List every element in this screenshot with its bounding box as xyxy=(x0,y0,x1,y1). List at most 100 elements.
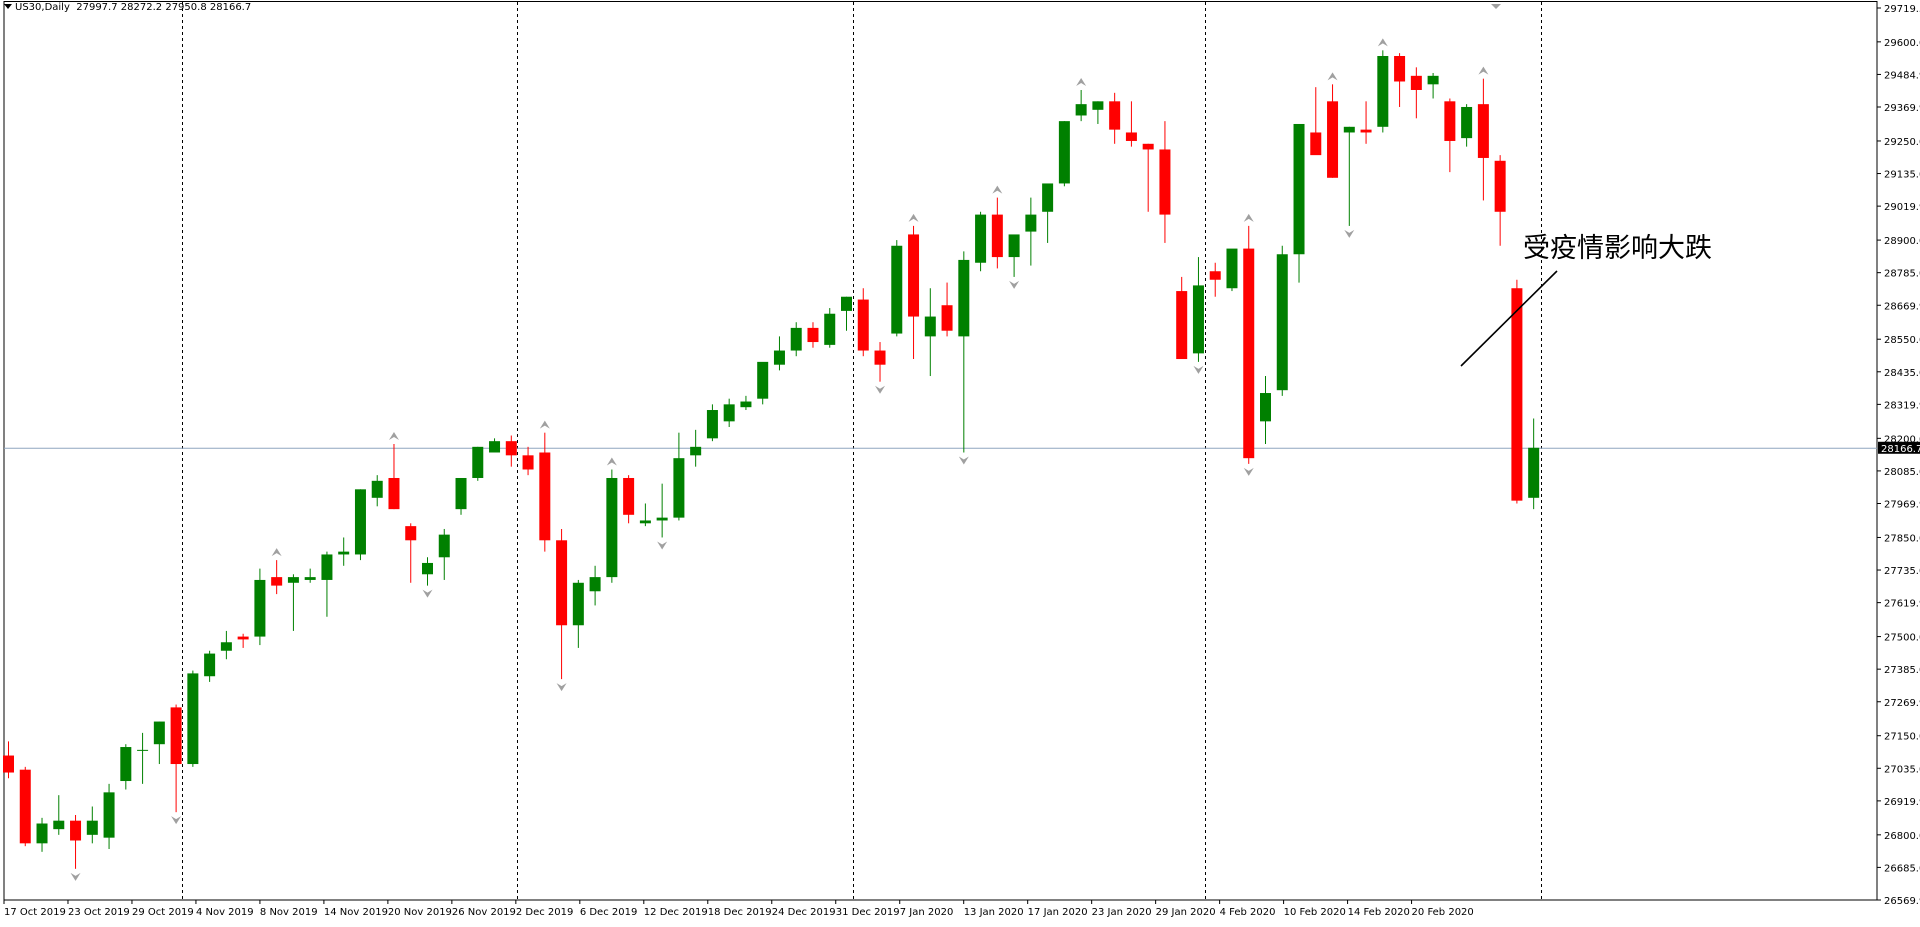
dropdown-arrow-icon[interactable] xyxy=(4,4,12,9)
candle-body[interactable] xyxy=(706,410,718,439)
candle-body[interactable] xyxy=(304,577,316,580)
candle-body[interactable] xyxy=(1042,183,1054,212)
candle-body[interactable] xyxy=(958,259,970,337)
candle-body[interactable] xyxy=(1025,214,1037,232)
candle-body[interactable] xyxy=(1410,75,1422,90)
candle-body[interactable] xyxy=(623,477,635,515)
candle-body[interactable] xyxy=(908,234,920,317)
candle-body[interactable] xyxy=(438,534,450,558)
candle-body[interactable] xyxy=(606,477,618,578)
candle-body[interactable] xyxy=(1394,56,1406,82)
candle-body[interactable] xyxy=(1008,234,1020,258)
candle-body[interactable] xyxy=(1427,75,1439,85)
candle-body[interactable] xyxy=(120,747,132,782)
candle-body[interactable] xyxy=(405,526,417,541)
candle-body[interactable] xyxy=(773,350,785,365)
candle-body[interactable] xyxy=(153,721,165,745)
candle-body[interactable] xyxy=(556,540,568,626)
candle-body[interactable] xyxy=(388,477,400,510)
candle-body[interactable] xyxy=(1327,101,1339,178)
candle-body[interactable] xyxy=(1109,101,1121,130)
candle-body[interactable] xyxy=(220,642,232,651)
candle-body[interactable] xyxy=(1125,132,1137,141)
candle-body[interactable] xyxy=(975,214,987,263)
candle-body[interactable] xyxy=(740,401,752,408)
candle-body[interactable] xyxy=(1494,160,1506,212)
candle-body[interactable] xyxy=(1528,447,1540,498)
candle-body[interactable] xyxy=(1293,123,1305,255)
candle-body[interactable] xyxy=(1192,285,1204,354)
candle-body[interactable] xyxy=(53,820,65,830)
candle-body[interactable] xyxy=(1377,56,1389,127)
candle-body[interactable] xyxy=(187,673,199,765)
candle-body[interactable] xyxy=(656,517,668,521)
candle-body[interactable] xyxy=(539,452,551,541)
candle-body[interactable] xyxy=(455,477,467,510)
candle-body[interactable] xyxy=(639,520,651,524)
candle-body[interactable] xyxy=(505,441,517,456)
annotation-pointer-line[interactable] xyxy=(1460,270,1558,367)
candle-body[interactable] xyxy=(572,582,584,626)
candle-body[interactable] xyxy=(1343,126,1355,133)
candle-body[interactable] xyxy=(991,214,1003,258)
candle-body[interactable] xyxy=(1360,129,1372,133)
chart-shift-icon[interactable] xyxy=(1491,4,1501,9)
candle-body[interactable] xyxy=(874,350,886,365)
candle-body[interactable] xyxy=(321,554,333,580)
candle-body[interactable] xyxy=(891,245,903,334)
candle-body[interactable] xyxy=(422,562,433,575)
candle-body[interactable] xyxy=(941,305,953,331)
candle-body[interactable] xyxy=(354,489,366,555)
candle-body[interactable] xyxy=(1243,248,1255,459)
chart-annotation-text[interactable]: 受疫情影响大跌 xyxy=(1523,233,1712,264)
candle-body[interactable] xyxy=(3,755,14,773)
candle-body[interactable] xyxy=(1075,104,1087,116)
candle-body[interactable] xyxy=(287,577,299,583)
candle-body[interactable] xyxy=(1276,254,1288,391)
candle-body[interactable] xyxy=(857,299,869,351)
candle-body[interactable] xyxy=(1176,291,1188,360)
candle-body[interactable] xyxy=(472,446,484,478)
candle-body[interactable] xyxy=(1511,288,1523,501)
candle-body[interactable] xyxy=(690,446,702,456)
candle-body[interactable] xyxy=(807,327,819,343)
candle-body[interactable] xyxy=(19,769,31,844)
candle-body[interactable] xyxy=(371,480,383,498)
candle-body[interactable] xyxy=(723,404,735,422)
candle-body[interactable] xyxy=(1477,104,1489,158)
candle-body[interactable] xyxy=(1461,106,1473,139)
candle-body[interactable] xyxy=(824,313,836,345)
candle-body[interactable] xyxy=(757,361,769,399)
candle-body[interactable] xyxy=(589,577,601,592)
candle-body[interactable] xyxy=(924,316,936,337)
candle-body[interactable] xyxy=(1058,121,1070,184)
candle-body[interactable] xyxy=(673,458,685,518)
candle-body[interactable] xyxy=(489,441,501,453)
candle-body[interactable] xyxy=(36,823,48,844)
candle-body[interactable] xyxy=(1226,248,1238,289)
candle-body[interactable] xyxy=(237,636,249,640)
candle-body[interactable] xyxy=(86,820,98,835)
candle-body[interactable] xyxy=(522,455,534,470)
candle-body[interactable] xyxy=(1260,393,1271,422)
candle-body[interactable] xyxy=(271,577,283,586)
candle-body[interactable] xyxy=(1444,101,1456,141)
candle-body[interactable] xyxy=(1092,101,1104,110)
candle-body[interactable] xyxy=(841,296,852,311)
candle-body[interactable] xyxy=(137,749,149,751)
candle-body[interactable] xyxy=(170,707,182,765)
candle-body[interactable] xyxy=(1159,149,1171,215)
candle-body[interactable] xyxy=(103,792,115,838)
candle-body[interactable] xyxy=(790,327,802,351)
candle-body[interactable] xyxy=(254,579,266,637)
fractal-down-icon xyxy=(1344,229,1355,238)
candle-body[interactable] xyxy=(1209,271,1221,280)
candle-body[interactable] xyxy=(70,820,82,841)
candle-body[interactable] xyxy=(204,653,216,677)
fractal-up-icon xyxy=(539,420,550,429)
candle-body[interactable] xyxy=(338,551,350,555)
candle-body[interactable] xyxy=(1142,143,1154,150)
candle-body[interactable] xyxy=(1310,132,1322,156)
